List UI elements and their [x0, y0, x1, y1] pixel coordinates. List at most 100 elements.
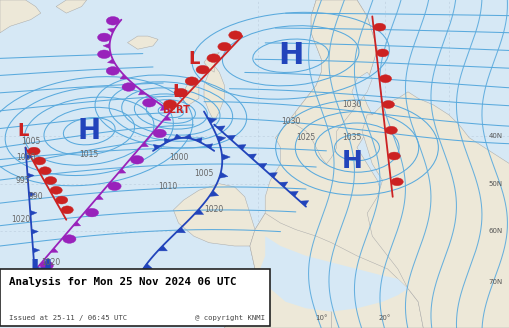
Circle shape: [229, 31, 242, 39]
Text: 10°: 10°: [315, 316, 327, 321]
Circle shape: [153, 129, 166, 138]
Text: H: H: [29, 258, 52, 286]
Polygon shape: [249, 213, 422, 328]
Text: 60N: 60N: [487, 228, 501, 234]
Polygon shape: [184, 134, 191, 139]
Polygon shape: [153, 145, 160, 149]
Circle shape: [50, 186, 62, 194]
Polygon shape: [107, 28, 115, 33]
Polygon shape: [56, 0, 87, 13]
Circle shape: [63, 235, 76, 243]
Circle shape: [108, 182, 121, 191]
Polygon shape: [107, 59, 115, 64]
Circle shape: [376, 49, 388, 57]
Text: 990: 990: [29, 192, 43, 201]
Polygon shape: [205, 144, 212, 149]
Polygon shape: [120, 74, 127, 79]
Polygon shape: [351, 72, 372, 105]
Circle shape: [122, 83, 135, 91]
Text: 1030: 1030: [342, 100, 361, 110]
Polygon shape: [176, 227, 185, 233]
Circle shape: [130, 155, 144, 164]
Text: 1020: 1020: [41, 258, 61, 267]
Polygon shape: [164, 138, 171, 143]
Text: 50N: 50N: [487, 181, 501, 187]
Polygon shape: [118, 169, 126, 173]
Circle shape: [217, 42, 231, 51]
Circle shape: [106, 67, 119, 75]
Polygon shape: [163, 116, 171, 120]
Circle shape: [379, 75, 391, 83]
Circle shape: [373, 23, 385, 31]
Polygon shape: [204, 66, 224, 121]
Polygon shape: [160, 106, 167, 111]
Polygon shape: [258, 163, 266, 169]
Polygon shape: [140, 142, 148, 147]
Circle shape: [34, 157, 46, 165]
Text: 1025: 1025: [296, 133, 315, 142]
Circle shape: [174, 89, 187, 97]
Text: L: L: [17, 122, 29, 140]
Polygon shape: [224, 0, 438, 328]
Polygon shape: [289, 191, 298, 196]
Text: 1030: 1030: [280, 117, 300, 126]
Circle shape: [39, 167, 51, 174]
Polygon shape: [268, 173, 277, 178]
Text: 70N: 70N: [487, 279, 501, 285]
Polygon shape: [207, 118, 216, 124]
Text: Analysis for Mon 25 Nov 2024 06 UTC: Analysis for Mon 25 Nov 2024 06 UTC: [9, 277, 236, 287]
Circle shape: [61, 206, 73, 214]
Text: 40N: 40N: [487, 133, 501, 139]
Polygon shape: [34, 266, 41, 272]
Circle shape: [97, 33, 110, 42]
Polygon shape: [32, 229, 38, 234]
Text: 1005: 1005: [21, 136, 40, 146]
Text: 995: 995: [16, 176, 30, 185]
Polygon shape: [204, 52, 219, 72]
Polygon shape: [224, 269, 331, 328]
Text: L: L: [173, 83, 184, 101]
Circle shape: [207, 54, 220, 62]
Text: 20°: 20°: [378, 316, 390, 321]
Polygon shape: [278, 182, 287, 187]
Polygon shape: [247, 154, 256, 159]
Circle shape: [106, 16, 119, 25]
Polygon shape: [295, 0, 377, 164]
Polygon shape: [27, 275, 36, 279]
Polygon shape: [73, 221, 80, 226]
Text: 1020: 1020: [204, 205, 223, 215]
Polygon shape: [361, 92, 509, 328]
Polygon shape: [33, 248, 40, 253]
Polygon shape: [221, 154, 230, 160]
Text: 1010: 1010: [158, 182, 178, 192]
Circle shape: [40, 261, 53, 270]
Polygon shape: [216, 126, 224, 131]
Circle shape: [382, 101, 394, 109]
Circle shape: [142, 98, 155, 107]
Text: 1015: 1015: [79, 150, 99, 159]
Polygon shape: [133, 281, 143, 288]
Circle shape: [387, 152, 400, 160]
Polygon shape: [95, 195, 103, 200]
Polygon shape: [226, 135, 235, 140]
Circle shape: [97, 50, 110, 58]
Polygon shape: [27, 173, 34, 178]
Text: H: H: [77, 117, 101, 145]
Text: 0°: 0°: [253, 316, 261, 321]
Polygon shape: [143, 263, 152, 269]
Polygon shape: [209, 191, 218, 196]
Polygon shape: [194, 209, 203, 215]
Text: L: L: [188, 50, 199, 68]
Polygon shape: [50, 248, 58, 253]
Text: 1000: 1000: [168, 153, 188, 162]
Text: 1020: 1020: [11, 215, 30, 224]
Text: 1035: 1035: [342, 133, 361, 142]
Polygon shape: [194, 138, 202, 143]
Circle shape: [390, 178, 403, 186]
Polygon shape: [237, 145, 245, 150]
Polygon shape: [26, 154, 33, 159]
Polygon shape: [158, 245, 167, 251]
Text: Issued at 25-11 / 06:45 UTC: Issued at 25-11 / 06:45 UTC: [9, 315, 127, 321]
Circle shape: [85, 208, 98, 217]
Circle shape: [28, 147, 40, 155]
